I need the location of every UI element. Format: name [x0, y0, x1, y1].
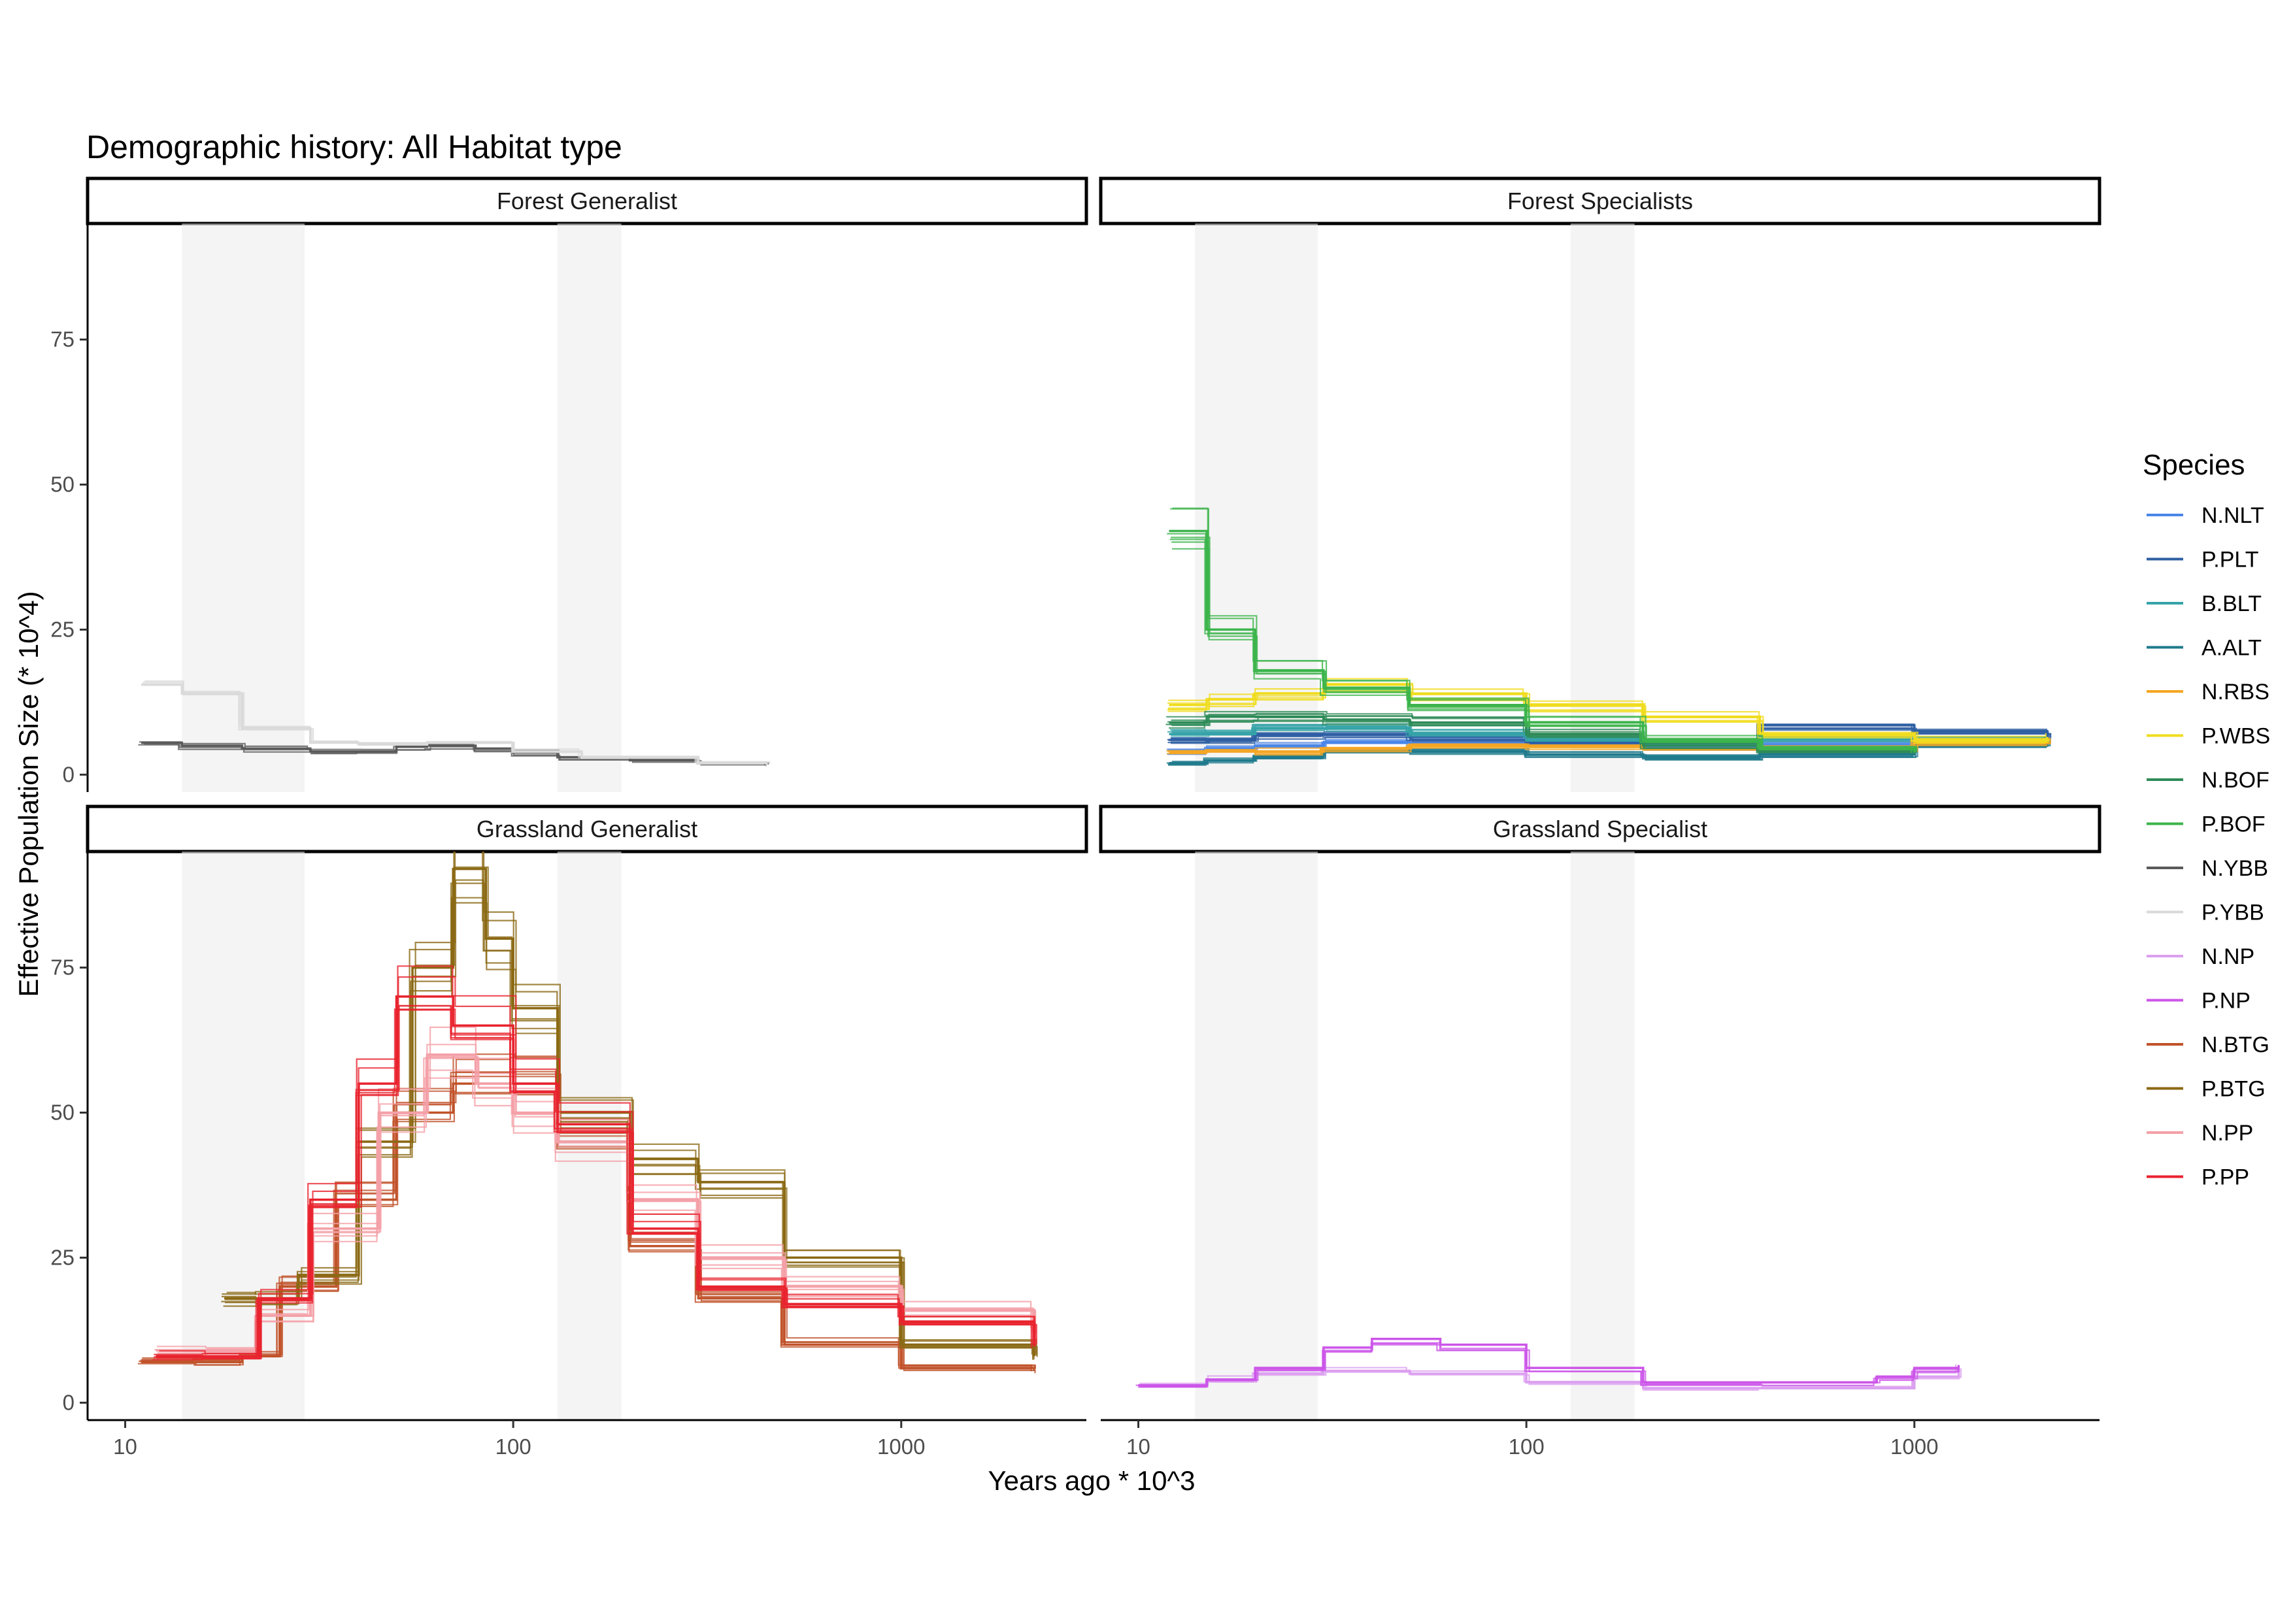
- legend-label: P.PP: [2201, 1165, 2249, 1190]
- legend-entry: P.PP: [2147, 1165, 2249, 1190]
- y-tick-label: 0: [63, 1390, 75, 1414]
- y-axis-title: Effective Population Size (* 10^4): [13, 591, 44, 997]
- legend-label: P.NP: [2201, 989, 2251, 1014]
- series-line-P.BTG: [225, 897, 1035, 1360]
- legend-entry: N.NP: [2147, 944, 2254, 969]
- panel-strip: [1099, 176, 2101, 225]
- panel-strip: [86, 176, 1088, 225]
- panel-strip: [86, 804, 1088, 853]
- series-line-N.NP: [1139, 1368, 1962, 1389]
- legend-label: B.BLT: [2201, 591, 2262, 616]
- x-tick-label: 100: [495, 1434, 531, 1459]
- series-line-N.BOF: [1165, 716, 1916, 754]
- legend-entry: B.BLT: [2147, 591, 2262, 616]
- series-line-P.NP: [1140, 1344, 1960, 1388]
- y-tick-label: 50: [50, 472, 75, 496]
- panel-4: Grassland Specialist 10 100 1000: [1099, 804, 2101, 1459]
- series-line-P.PP: [152, 1009, 1036, 1361]
- shaded-period: [1570, 224, 1635, 792]
- legend-entry: N.NLT: [2147, 503, 2264, 528]
- legend-entry: P.NP: [2147, 989, 2251, 1014]
- legend-label: P.PLT: [2201, 548, 2259, 572]
- y-tick-label: 25: [50, 617, 75, 641]
- series-line-P.YBB: [142, 682, 765, 765]
- y-tick-label: 75: [50, 955, 75, 980]
- series-line-N.YBB: [144, 743, 766, 766]
- legend-label: N.YBB: [2201, 856, 2268, 881]
- legend-entry: N.BTG: [2147, 1033, 2269, 1057]
- series-lines: [138, 680, 771, 767]
- shaded-period: [557, 224, 622, 792]
- series-line-P.BOF: [1167, 533, 1916, 751]
- series-lines: [137, 852, 1038, 1374]
- series-line-P.NP: [1135, 1342, 1959, 1386]
- panel-strip-label: Grassland Generalist: [477, 816, 697, 842]
- series-line-P.BOF: [1171, 537, 1916, 752]
- x-tick-label: 1000: [877, 1434, 925, 1459]
- panel-strip-label: Forest Specialists: [1507, 188, 1693, 214]
- legend-label: N.BTG: [2201, 1033, 2269, 1057]
- legend-entry: N.BOF: [2147, 768, 2269, 793]
- y-tick-label: 25: [50, 1245, 75, 1269]
- legend-entry: N.PP: [2147, 1121, 2253, 1146]
- legend: Species N.NLT P.PLT B.BLT A.ALT N.RBS P.WBS N.…: [2143, 449, 2270, 1190]
- shaded-period: [182, 852, 305, 1420]
- series-line-P.BTG: [223, 902, 1034, 1360]
- legend-entry: A.ALT: [2147, 636, 2262, 661]
- legend-label: N.PP: [2201, 1121, 2253, 1146]
- x-tick-label: 10: [113, 1434, 137, 1459]
- series-line-N.YBB: [138, 744, 767, 767]
- panel-3: Grassland Generalist 0 25 50 75 10 100 1000: [50, 804, 1088, 1459]
- series-line-P.BTG: [224, 882, 1034, 1357]
- series-line-A.ALT: [1171, 737, 2047, 764]
- legend-label: N.NLT: [2201, 503, 2264, 528]
- series-line-P.BTG: [222, 866, 1037, 1356]
- legend-label: A.ALT: [2201, 636, 2262, 661]
- panel-strip-label: Forest Generalist: [497, 188, 677, 214]
- x-tick-label: 10: [1126, 1434, 1150, 1459]
- series-line-P.NP: [1137, 1342, 1959, 1388]
- panels-layer: Forest Generalist 0 25 50 75 Forest Specialis…: [50, 176, 2101, 1459]
- x-tick-label: 1000: [1890, 1434, 1938, 1459]
- series-line-P.YBB: [142, 684, 771, 764]
- panel-strip-label: Grassland Specialist: [1493, 816, 1707, 842]
- legend-label: N.BOF: [2201, 768, 2269, 793]
- x-axis-title: Years ago * 10^3: [988, 1465, 1195, 1496]
- x-tick-label: 100: [1509, 1434, 1545, 1459]
- chart-title: Demographic history: All Habitat type: [86, 129, 622, 165]
- panel-1: Forest Generalist 0 25 50 75: [50, 176, 1088, 792]
- y-tick-label: 50: [50, 1100, 75, 1124]
- legend-entry: N.RBS: [2147, 680, 2269, 704]
- legend-entry: P.BTG: [2147, 1077, 2266, 1102]
- legend-entry: P.YBB: [2147, 901, 2264, 925]
- legend-entry: P.BOF: [2147, 812, 2266, 837]
- series-line-A.ALT: [1166, 741, 2047, 764]
- panel-2: Forest Specialists: [1099, 176, 2101, 792]
- y-tick-label: 75: [50, 327, 75, 352]
- legend-title: Species: [2143, 449, 2245, 481]
- series-lines: [1135, 1337, 1962, 1391]
- shaded-period: [1195, 852, 1318, 1420]
- legend-label: P.WBS: [2201, 724, 2270, 749]
- series-lines: [1165, 507, 2052, 766]
- series-line-P.PP: [156, 1009, 1035, 1359]
- legend-label: N.NP: [2201, 944, 2254, 969]
- series-line-P.WBS: [1168, 678, 2047, 737]
- series-line-P.PP: [154, 976, 1036, 1355]
- legend-entry: P.PLT: [2147, 548, 2259, 572]
- legend-label: N.RBS: [2201, 680, 2269, 704]
- legend-label: P.BOF: [2201, 812, 2266, 837]
- series-line-P.PP: [154, 1005, 1034, 1359]
- legend-label: P.BTG: [2201, 1077, 2266, 1102]
- legend-entry: N.YBB: [2147, 856, 2268, 881]
- shaded-period: [1570, 852, 1635, 1420]
- legend-label: P.YBB: [2201, 901, 2264, 925]
- y-tick-label: 0: [63, 762, 75, 786]
- legend-entry: P.WBS: [2147, 724, 2270, 749]
